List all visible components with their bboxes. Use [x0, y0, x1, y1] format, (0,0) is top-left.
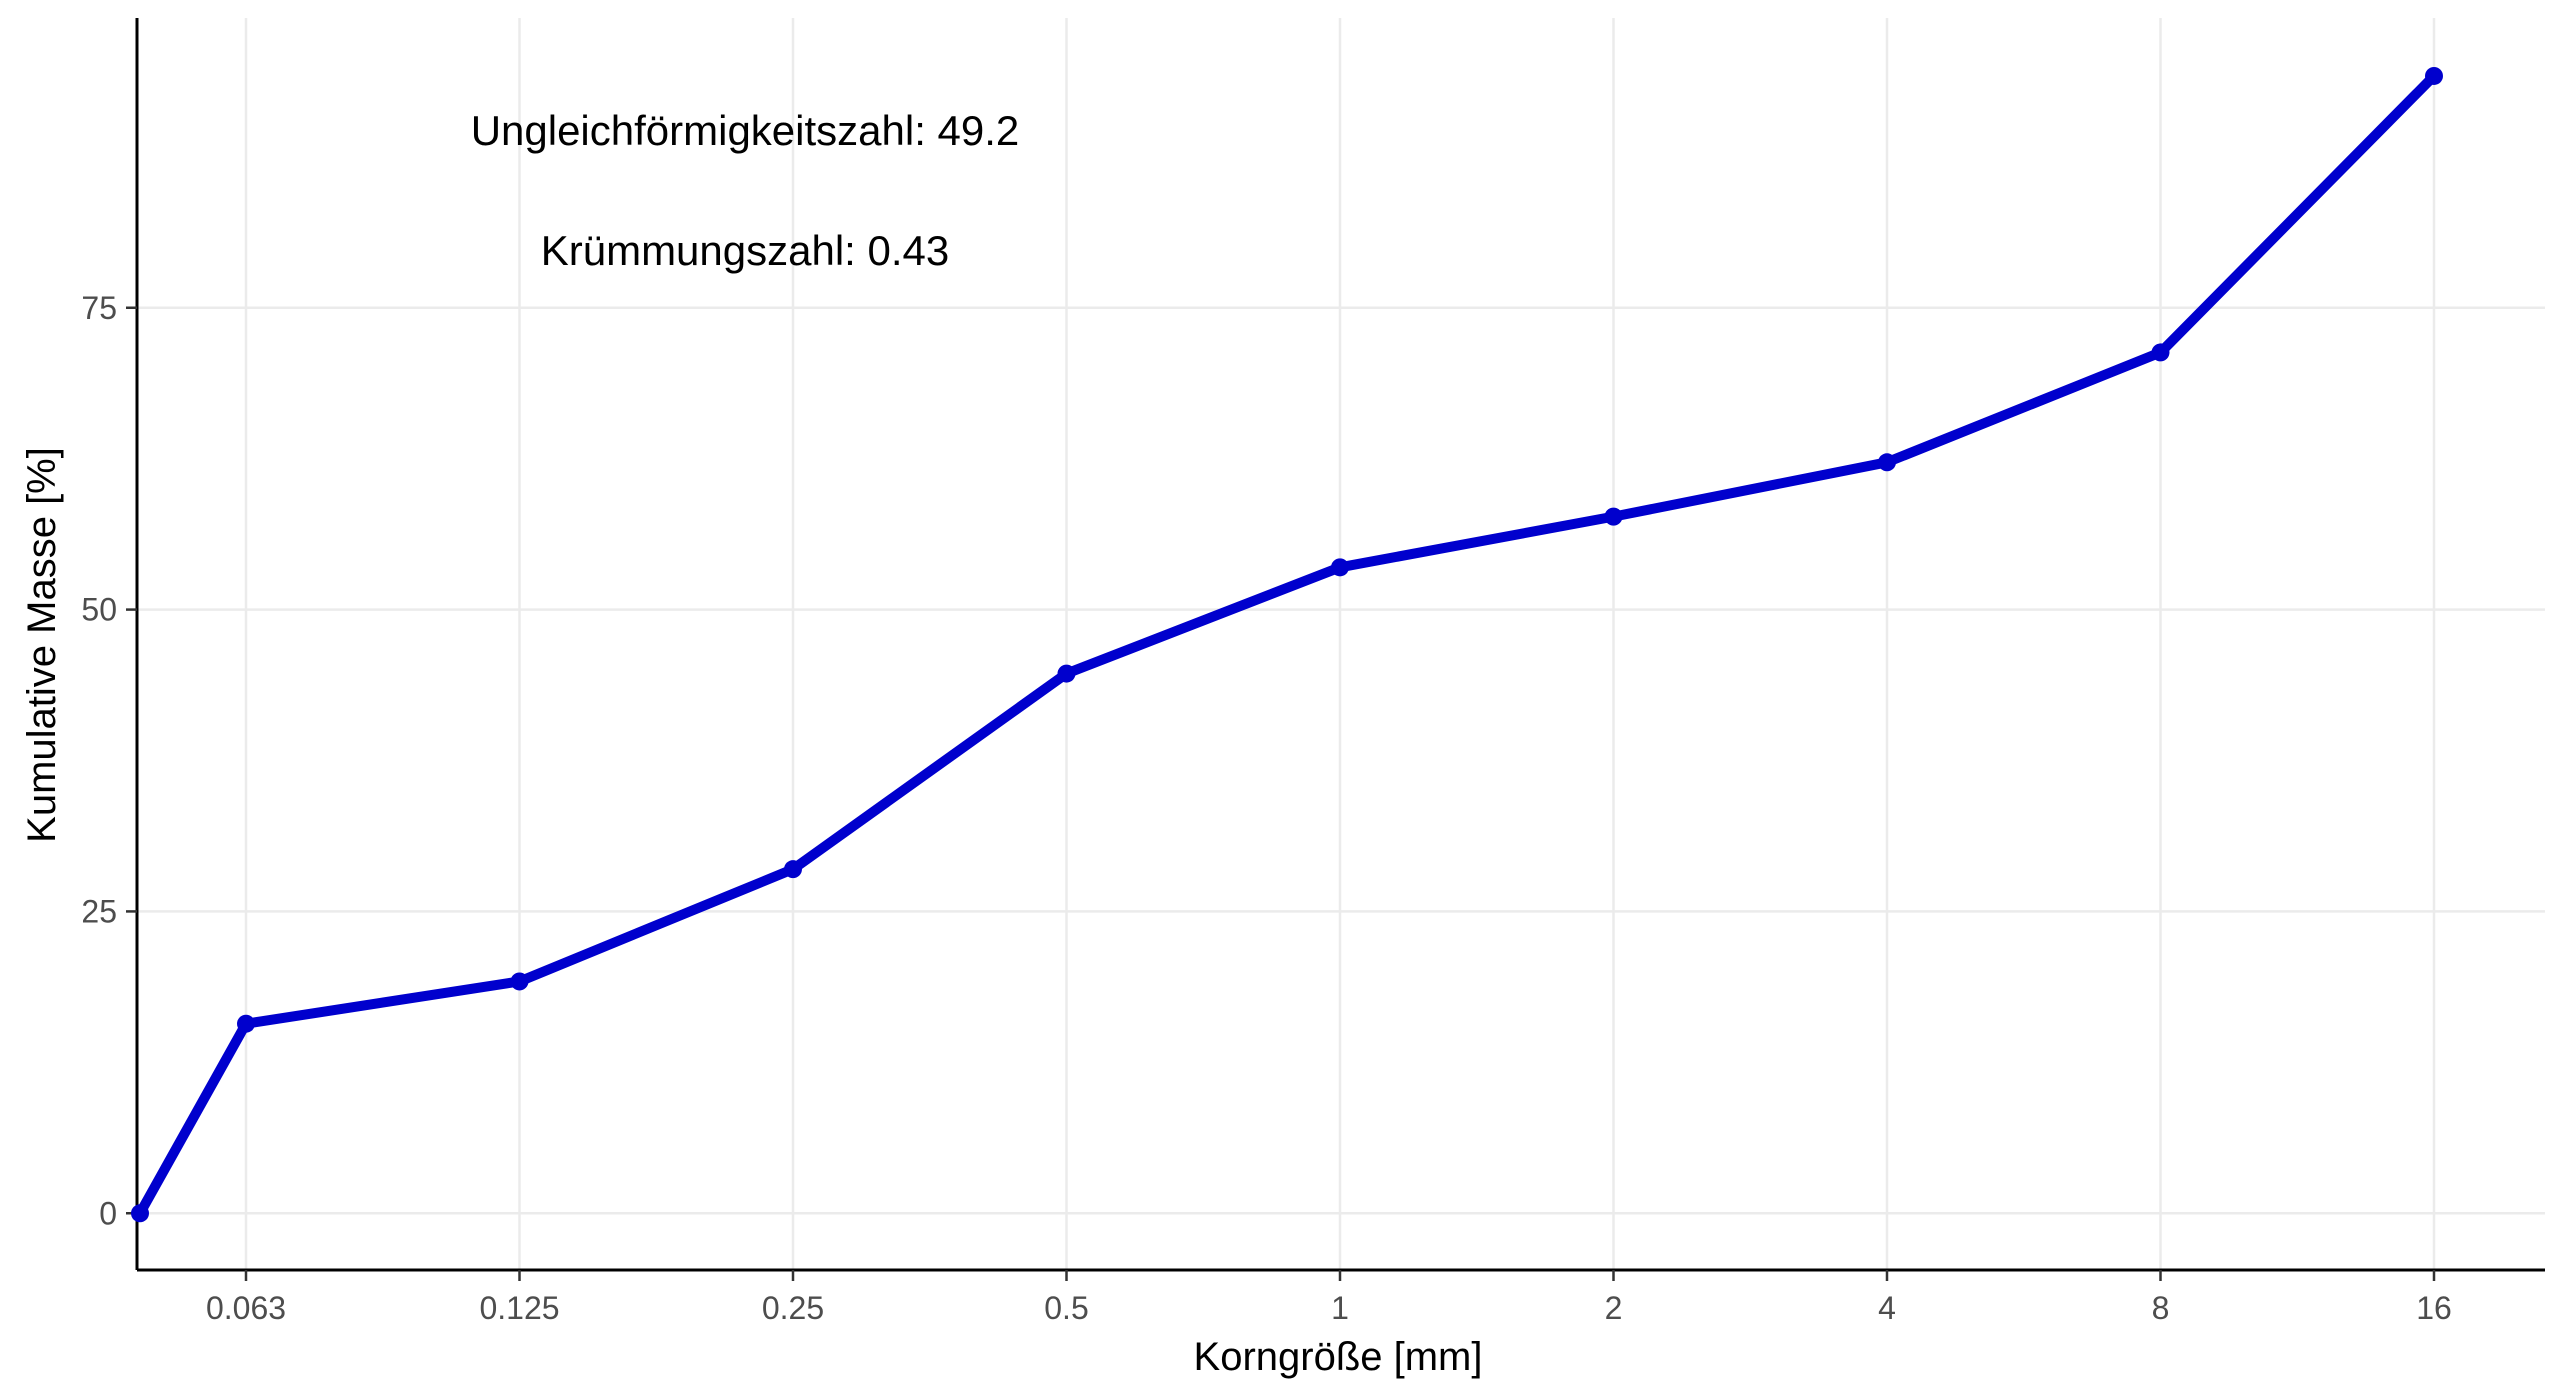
x-axis-title: Korngröße [mm] [1194, 1335, 1483, 1379]
data-point [2151, 343, 2170, 362]
series-layer [131, 66, 2443, 1223]
x-tick-label: 2 [1605, 1290, 1623, 1326]
x-tick-label: 0.5 [1044, 1290, 1088, 1326]
data-point [1331, 558, 1349, 577]
x-tick-label: 0.25 [762, 1290, 824, 1326]
y-tick-label: 50 [81, 592, 117, 628]
y-tick-label: 0 [99, 1195, 117, 1231]
annotation-layer: Ungleichförmigkeitszahl: 49.2 Krümmungsz… [471, 107, 1020, 274]
x-tick-label: 8 [2152, 1290, 2170, 1326]
annotation-curvature: Krümmungszahl: 0.43 [541, 227, 950, 274]
x-tick-label: 0.063 [206, 1290, 286, 1326]
data-point [510, 972, 529, 991]
data-point [131, 1204, 149, 1223]
annotation-uniformity: Ungleichförmigkeitszahl: 49.2 [471, 107, 1020, 154]
y-tick-label: 25 [81, 893, 117, 929]
x-tick-label: 4 [1878, 1290, 1896, 1326]
grid-layer [137, 18, 2545, 1270]
data-point [784, 860, 802, 879]
data-point [1878, 453, 1896, 472]
data-point [237, 1014, 255, 1033]
x-tick-label: 1 [1331, 1290, 1349, 1326]
ticks-layer: 0.063 0.125 0.25 0.5 1 2 4 8 16 0 25 50 75 [81, 290, 2451, 1326]
y-axis-title: Kumulative Masse [%] [20, 447, 64, 843]
series-line [135, 70, 2439, 1219]
y-tick-label: 75 [81, 290, 117, 326]
x-tick-label: 16 [2416, 1290, 2452, 1326]
data-point [2425, 66, 2443, 85]
data-point [1057, 664, 1076, 683]
x-tick-label: 0.125 [479, 1290, 559, 1326]
data-point [1604, 507, 1623, 526]
